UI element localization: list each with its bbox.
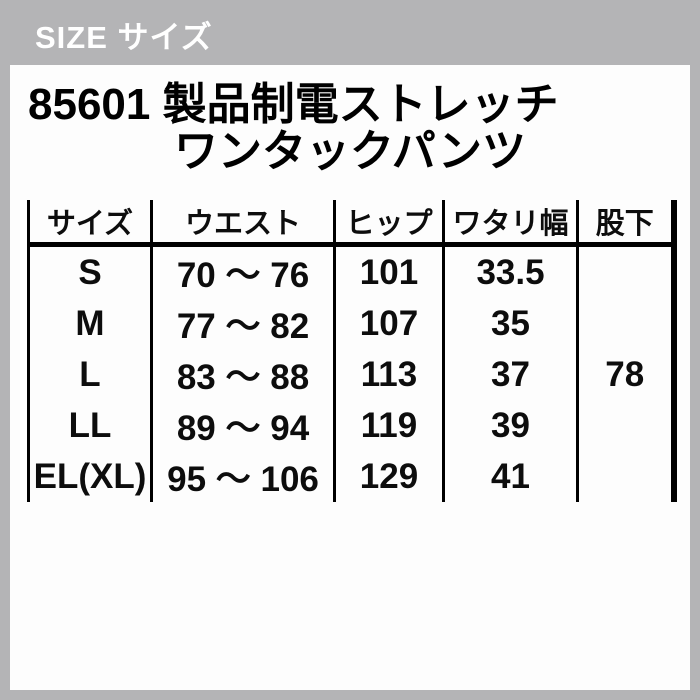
cell-thigh: 41 [442, 451, 578, 502]
cell-waist: 77 ～ 82 [150, 298, 335, 349]
cell-size: S [27, 244, 152, 298]
cell-hip: 101 [333, 244, 444, 298]
column-header-size: サイズ [27, 200, 152, 247]
table-row-s: S 70 ～ 76 101 33.5 [27, 244, 677, 298]
cell-waist: 95 ～ 106 [150, 451, 335, 502]
size-table-header-row: サイズ ウエスト ヒップ ワタリ幅 股下 [27, 200, 677, 247]
cell-hip: 119 [333, 400, 444, 451]
size-table: サイズ ウエスト ヒップ ワタリ幅 股下 S 70 ～ 76 101 33.5 … [27, 200, 677, 502]
product-title-line2: ワンタックパンツ [174, 127, 526, 177]
cell-thigh: 37 [442, 349, 578, 400]
cell-inseam [576, 244, 677, 298]
cell-size: L [27, 349, 152, 400]
column-header-inseam: 股下 [576, 200, 677, 247]
column-header-thigh: ワタリ幅 [442, 200, 578, 247]
cell-inseam [576, 451, 677, 502]
cell-hip: 129 [333, 451, 444, 502]
cell-waist: 83 ～ 88 [150, 349, 335, 400]
size-header-label: SIZE サイズ [35, 20, 213, 55]
column-header-waist: ウエスト [150, 200, 335, 247]
table-row-ll: LL 89 ～ 94 119 39 [27, 400, 677, 451]
cell-inseam: 78 [576, 349, 677, 400]
cell-waist: 89 ～ 94 [150, 400, 335, 451]
cell-hip: 113 [333, 349, 444, 400]
cell-size: M [27, 298, 152, 349]
product-title: 85601 製品制電ストレッチ ワンタックパンツ [10, 81, 690, 175]
size-header-bar: SIZE サイズ [0, 0, 700, 65]
cell-size: EL(XL) [27, 451, 152, 502]
table-row-elxl: EL(XL) 95 ～ 106 129 41 [27, 451, 677, 502]
cell-thigh: 35 [442, 298, 578, 349]
table-row-m: M 77 ～ 82 107 35 [27, 298, 677, 349]
cell-thigh: 33.5 [442, 244, 578, 298]
cell-size: LL [27, 400, 152, 451]
cell-waist: 70 ～ 76 [150, 244, 335, 298]
column-header-hip: ヒップ [333, 200, 444, 247]
cell-thigh: 39 [442, 400, 578, 451]
table-row-l: L 83 ～ 88 113 37 78 [27, 349, 677, 400]
cell-hip: 107 [333, 298, 444, 349]
product-title-line1: 85601 製品制電ストレッチ [28, 80, 559, 129]
size-chart-panel: 85601 製品制電ストレッチ ワンタックパンツ サイズ ウエスト ヒップ ワタ… [10, 65, 690, 690]
cell-inseam [576, 298, 677, 349]
cell-inseam [576, 400, 677, 451]
